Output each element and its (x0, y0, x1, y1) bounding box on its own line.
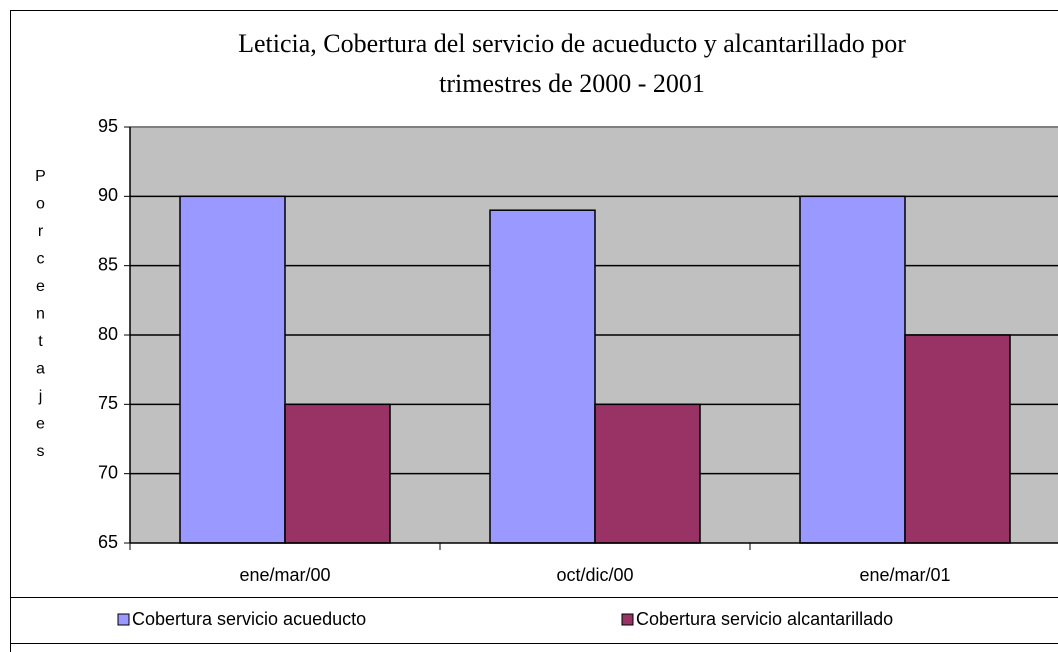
x-tick-label: oct/dic/00 (556, 565, 633, 585)
x-tick-label: ene/mar/01 (859, 565, 950, 585)
y-tick-label: 80 (98, 324, 118, 344)
bar (489, 209, 596, 544)
y-tick-label: 70 (98, 462, 118, 482)
bar (799, 195, 906, 544)
y-tick-label: 90 (98, 185, 118, 205)
legend-label: Cobertura servicio alcantarillado (636, 609, 893, 629)
y-tick-label: 65 (98, 532, 118, 552)
legend-box (10, 597, 1058, 644)
chart-title: Leticia, Cobertura del servicio de acued… (238, 29, 906, 58)
bar (284, 403, 391, 544)
x-tick-label: ene/mar/00 (239, 565, 330, 585)
y-tick-label: 95 (98, 116, 118, 136)
bar (179, 195, 286, 544)
chart-title: trimestres de 2000 - 2001 (439, 69, 705, 98)
bar (594, 403, 701, 544)
y-axis-label: Porcentajes (32, 168, 49, 471)
legend-label: Cobertura servicio acueducto (132, 609, 366, 629)
y-tick-label: 75 (98, 393, 118, 413)
y-tick-label: 85 (98, 254, 118, 274)
legend-swatch (621, 613, 634, 626)
bar (904, 334, 1011, 544)
legend-swatch (117, 613, 130, 626)
